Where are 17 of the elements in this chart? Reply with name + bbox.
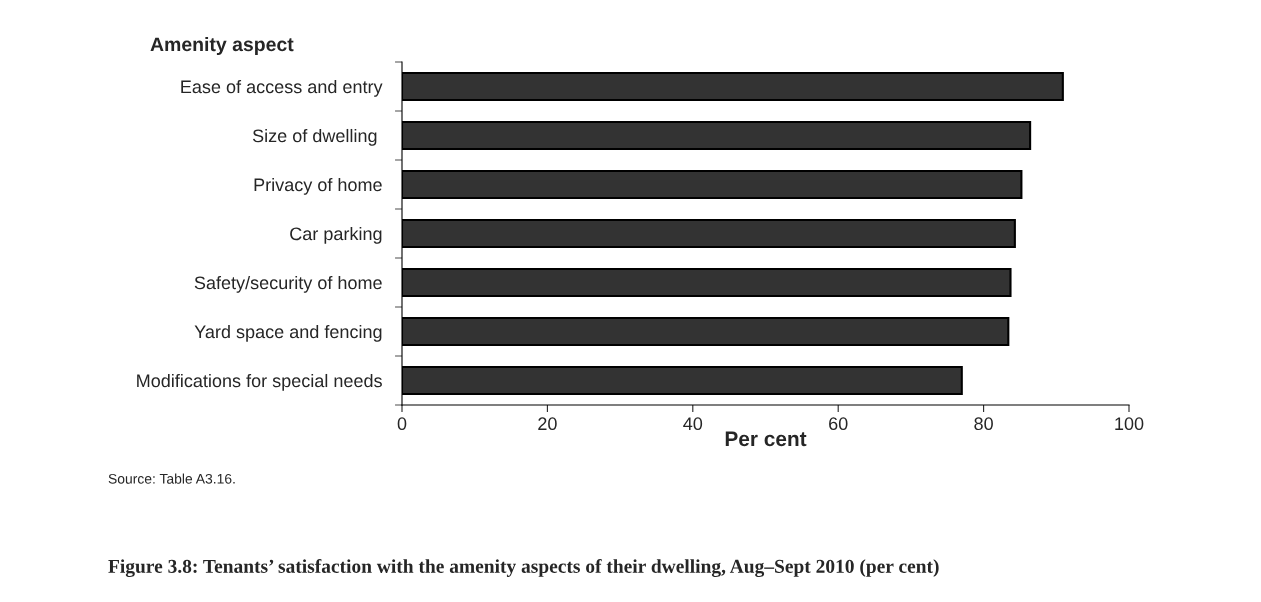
y-axis-title: Amenity aspect [150,36,294,56]
y-tick-label: Ease of access and entry [181,79,383,97]
y-tick-label: Privacy of home [254,177,382,195]
source-note: Source: Table A3.16. [108,473,235,484]
y-tick-label: Modifications for special needs [137,373,382,391]
y-tick-label: Safety/security of home [194,275,382,293]
x-tick-label: 100 [1115,417,1144,431]
x-tick-label: 0 [397,417,407,431]
x-tick-label: 20 [538,417,557,431]
x-tick-label: 60 [829,417,848,431]
y-tick-label: Size of dwelling [252,128,377,146]
y-tick-label: Car parking [290,226,382,244]
y-tick-label: Yard space and fencing [194,324,382,342]
x-tick-label: 40 [683,417,703,431]
text: Figure 3.8: Tenants’ satisfaction with the amenity aspects of their dwelling, Aug–Sept 2010 (per cent) [108,559,939,577]
x-tick-label: 80 [974,417,993,431]
x-axis-title: Per cent [725,431,807,447]
